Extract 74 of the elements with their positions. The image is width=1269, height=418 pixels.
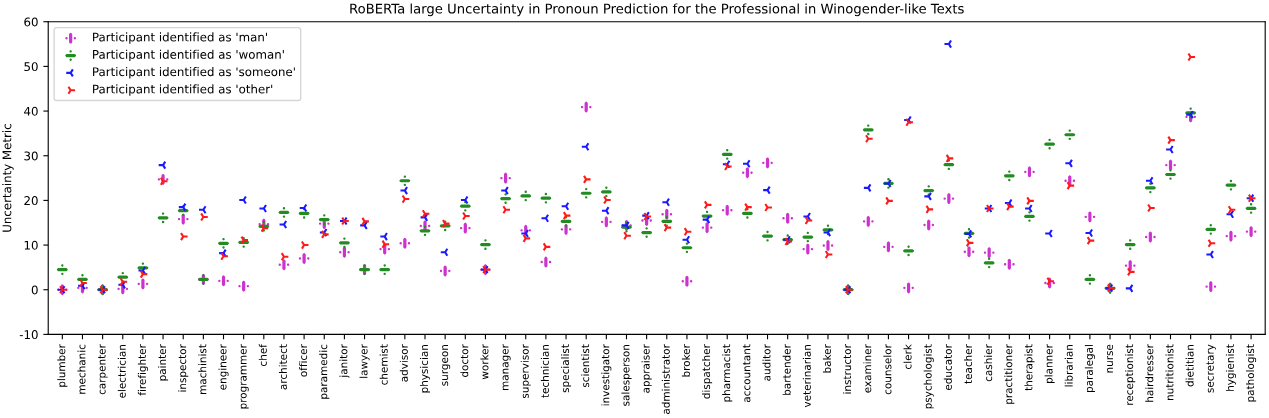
legend-label: Participant identified as 'other'	[93, 84, 273, 96]
x-tick-label: machinist	[198, 344, 207, 394]
x-tick-label: hairdresser	[1145, 344, 1154, 402]
x-tick-label: salesperson	[621, 345, 632, 406]
x-tick-label: inspector	[178, 344, 189, 392]
x-tick-label: cashier	[984, 344, 993, 382]
x-tick-label: janitor	[339, 344, 350, 378]
y-tick-label: -10	[19, 330, 38, 340]
x-tick-label: veterinarian	[802, 345, 811, 408]
chart-title: RoBERTa large Uncertainty in Pronoun Prediction for the Professional in Winogender-like Texts	[350, 3, 964, 17]
x-tick-label: painter	[158, 344, 169, 381]
x-tick-label: counselor	[883, 344, 892, 395]
x-tick-label: chemist	[379, 344, 388, 385]
legend-label: Participant identified as 'woman'	[93, 49, 284, 62]
x-tick-label: receptionist	[1125, 344, 1136, 405]
x-tick-label: physician	[419, 345, 431, 393]
x-tick-label: programmer	[240, 344, 249, 409]
x-tick-label: electrician	[117, 345, 126, 398]
x-tick-label: doctor	[460, 344, 469, 377]
x-tick-label: advisor	[399, 344, 408, 382]
x-tick-label: librarian	[1064, 345, 1073, 387]
x-tick-label: lawyer	[359, 344, 370, 378]
x-tick-label: investigator	[601, 344, 612, 406]
x-tick-label: therapist	[1024, 344, 1035, 391]
x-tick-label: appraiser	[641, 344, 652, 393]
x-tick-label: scientist	[581, 344, 590, 388]
x-tick-label: auditor	[762, 344, 771, 381]
x-tick-label: plumber	[57, 344, 68, 387]
x-tick-label: administrator	[661, 344, 670, 414]
x-tick-label: psychologist	[923, 344, 934, 409]
x-tick-label: architect	[278, 344, 287, 390]
x-tick-label: practitioner	[1004, 344, 1015, 404]
x-tick-label: nurse	[1107, 344, 1114, 373]
x-tick-label: clerk	[903, 344, 912, 369]
x-tick-label: paramedic	[319, 344, 330, 399]
x-tick-label: supervisor	[520, 344, 531, 399]
x-tick-label: pharmacist	[722, 344, 733, 402]
legend-label: Participant identified as 'man'	[93, 32, 267, 44]
x-tick-label: pathologist	[1246, 344, 1257, 402]
x-tick-label: examiner	[863, 344, 872, 393]
x-tick-label: secretary	[1206, 344, 1216, 393]
x-tick-label: firefighter	[137, 344, 148, 396]
x-tick-label: planner	[1044, 344, 1055, 383]
x-tick-label: mechanic	[77, 344, 86, 394]
y-axis-title: Uncertainty Metric	[2, 124, 14, 232]
x-tick-label: instructor	[843, 344, 852, 394]
x-tick-label: accountant	[742, 344, 751, 403]
x-tick-label: manager	[502, 344, 511, 390]
y-tick-label: 40	[24, 106, 38, 116]
x-tick-label: officer	[299, 344, 308, 377]
y-tick-label: 0	[31, 285, 38, 295]
x-tick-label: hygienist	[1225, 344, 1236, 391]
y-tick-label: 10	[24, 240, 38, 250]
x-tick-label: educator	[943, 344, 952, 391]
legend-label: Participant identified as 'someone'	[93, 67, 295, 79]
x-tick-label: dispatcher	[702, 344, 713, 399]
y-tick-label: 60	[24, 17, 38, 27]
x-tick-label: baker	[822, 344, 831, 373]
x-tick-label: technician	[540, 345, 549, 398]
x-tick-label: broker	[681, 344, 690, 377]
x-tick-label: carpenter	[98, 344, 108, 395]
x-tick-label: specialist	[561, 344, 572, 393]
y-tick-label: 30	[24, 151, 38, 161]
x-tick-label: engineer	[218, 344, 229, 390]
x-tick-label: bartender	[782, 344, 791, 395]
x-tick-label: worker	[480, 344, 489, 380]
x-tick-label: nutritionist	[1165, 344, 1174, 400]
x-tick-label: chef	[258, 343, 267, 366]
x-tick-label: paralegal	[1084, 345, 1095, 393]
y-tick-label: 50	[24, 62, 38, 72]
x-tick-label: dietitian	[1185, 345, 1194, 387]
x-tick-label: surgeon	[442, 345, 451, 386]
x-tick-label: teacher	[963, 344, 973, 384]
y-tick-label: 20	[24, 196, 38, 206]
